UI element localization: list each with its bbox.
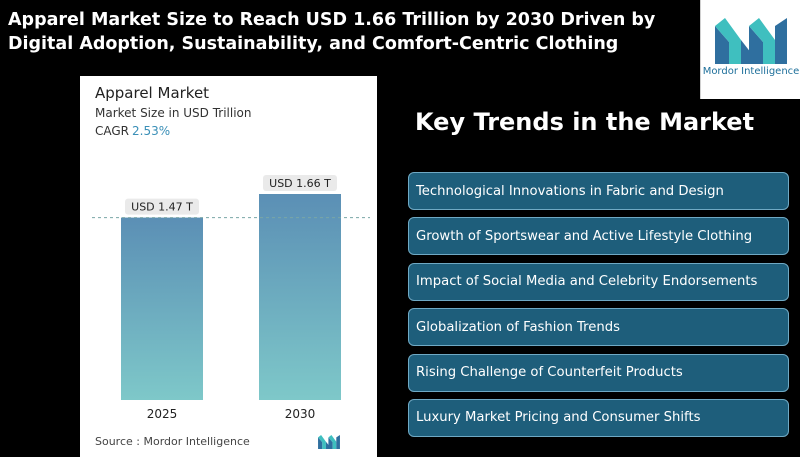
data-label-bg bbox=[125, 198, 199, 215]
chart-title: Apparel Market bbox=[95, 84, 210, 102]
mordor-intelligence-logo-icon bbox=[715, 18, 787, 64]
source-logo-icon bbox=[318, 435, 340, 449]
cagr-value: 2.53% bbox=[132, 124, 171, 138]
data-label: USD 1.66 T bbox=[269, 177, 331, 190]
cagr-label: CAGR bbox=[95, 124, 130, 138]
trend-item: Growth of Sportswear and Active Lifestyl… bbox=[408, 217, 789, 256]
x-tick-label: 2025 bbox=[147, 407, 178, 421]
data-label-bg bbox=[263, 175, 337, 191]
chart-card: USD 1.47 T 2025 USD 1.66 T 2030 Apparel Mar… bbox=[80, 76, 377, 457]
data-label: USD 1.47 T bbox=[131, 201, 193, 214]
trend-item: Impact of Social Media and Celebrity End… bbox=[408, 262, 789, 301]
bar-chart: USD 1.47 T 2025 USD 1.66 T 2030 bbox=[92, 175, 370, 421]
trend-item: Globalization of Fashion Trends bbox=[408, 308, 789, 347]
trend-item: Rising Challenge of Counterfeit Products bbox=[408, 353, 789, 392]
page-headline: Apparel Market Size to Reach USD 1.66 Tr… bbox=[8, 10, 656, 54]
cagr-line: CAGR 2.53% bbox=[95, 124, 170, 138]
trends-title: Key Trends in the Market bbox=[415, 108, 755, 136]
chart-subtitle: Market Size in USD Trillion bbox=[95, 106, 252, 120]
chart-source: Source : Mordor Intelligence bbox=[95, 435, 250, 448]
x-tick-label: 2030 bbox=[285, 407, 316, 421]
bar-2030 bbox=[259, 194, 341, 400]
trend-list: Technological Innovations in Fabric and … bbox=[408, 172, 789, 444]
bar-2025 bbox=[121, 217, 203, 400]
brand-logo: Mordor Intelligence bbox=[700, 0, 800, 99]
logo-text: Mordor Intelligence bbox=[702, 66, 800, 77]
trend-item: Luxury Market Pricing and Consumer Shift… bbox=[408, 398, 789, 437]
trend-item: Technological Innovations in Fabric and … bbox=[408, 172, 789, 210]
